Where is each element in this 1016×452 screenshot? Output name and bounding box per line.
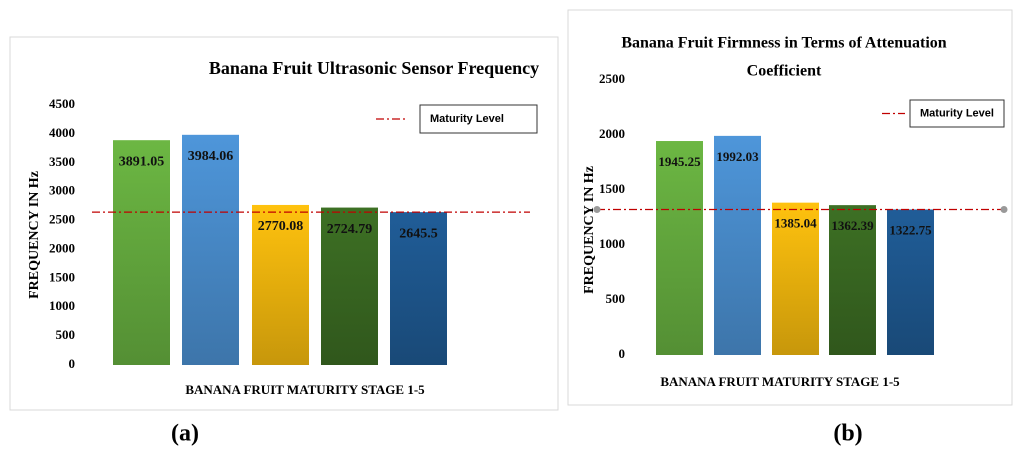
y-tick-label: 0 bbox=[69, 356, 76, 371]
data-label: 1362.39 bbox=[831, 218, 874, 233]
bar bbox=[182, 134, 239, 365]
y-tick-label: 3500 bbox=[49, 154, 75, 169]
y-tick-label: 4500 bbox=[49, 96, 75, 111]
y-tick-label: 0 bbox=[619, 346, 626, 361]
y-tick-label: 1000 bbox=[599, 236, 625, 251]
bar bbox=[772, 202, 819, 355]
bar bbox=[656, 141, 703, 355]
y-tick-label: 2000 bbox=[599, 126, 625, 141]
y-tick-label: 1000 bbox=[49, 298, 75, 313]
bar bbox=[887, 209, 934, 355]
data-label: 1385.04 bbox=[774, 216, 817, 231]
y-axis-label: FREQUENCY IN Hz bbox=[582, 166, 597, 294]
data-label: 2645.5 bbox=[399, 226, 438, 241]
legend-label: Maturity Level bbox=[430, 113, 504, 125]
data-label: 3984.06 bbox=[188, 149, 234, 164]
chart-title: Banana Fruit Ultrasonic Sensor Frequency bbox=[209, 58, 539, 78]
chart-title: Coefficient bbox=[747, 63, 822, 80]
reference-dot bbox=[1000, 205, 1008, 213]
y-tick-label: 500 bbox=[606, 291, 626, 306]
caption: (b) bbox=[833, 421, 862, 447]
bar bbox=[829, 205, 876, 355]
y-tick-label: 2500 bbox=[599, 71, 625, 86]
reference-dot bbox=[593, 205, 601, 213]
data-label: 3891.05 bbox=[119, 154, 165, 169]
bar bbox=[252, 204, 309, 365]
data-label: 1945.25 bbox=[658, 154, 701, 169]
y-tick-label: 1500 bbox=[599, 181, 625, 196]
data-label: 1992.03 bbox=[716, 149, 759, 164]
data-label: 1322.75 bbox=[889, 222, 932, 237]
y-tick-label: 1500 bbox=[49, 269, 75, 284]
bar bbox=[390, 212, 447, 365]
y-tick-label: 3000 bbox=[49, 183, 75, 198]
legend-label: Maturity Level bbox=[920, 107, 994, 119]
data-label: 2770.08 bbox=[258, 219, 304, 234]
bar bbox=[714, 135, 761, 355]
legend-box bbox=[419, 104, 538, 134]
y-tick-label: 2000 bbox=[49, 240, 75, 255]
x-axis-label: BANANA FRUIT MATURITY STAGE 1-5 bbox=[185, 382, 425, 397]
bar bbox=[321, 207, 378, 365]
data-label: 2724.79 bbox=[327, 222, 373, 237]
bar bbox=[113, 140, 170, 365]
legend-box bbox=[909, 99, 1005, 128]
y-tick-label: 500 bbox=[56, 327, 76, 342]
y-tick-label: 4000 bbox=[49, 125, 75, 140]
y-tick-label: 2500 bbox=[49, 212, 75, 227]
y-axis-label: FREQUENCY IN Hz bbox=[27, 171, 42, 299]
x-axis-label: BANANA FRUIT MATURITY STAGE 1-5 bbox=[660, 374, 900, 389]
chart-title: Banana Fruit Firmness in Terms of Attenu… bbox=[621, 35, 946, 52]
caption: (a) bbox=[171, 421, 199, 447]
